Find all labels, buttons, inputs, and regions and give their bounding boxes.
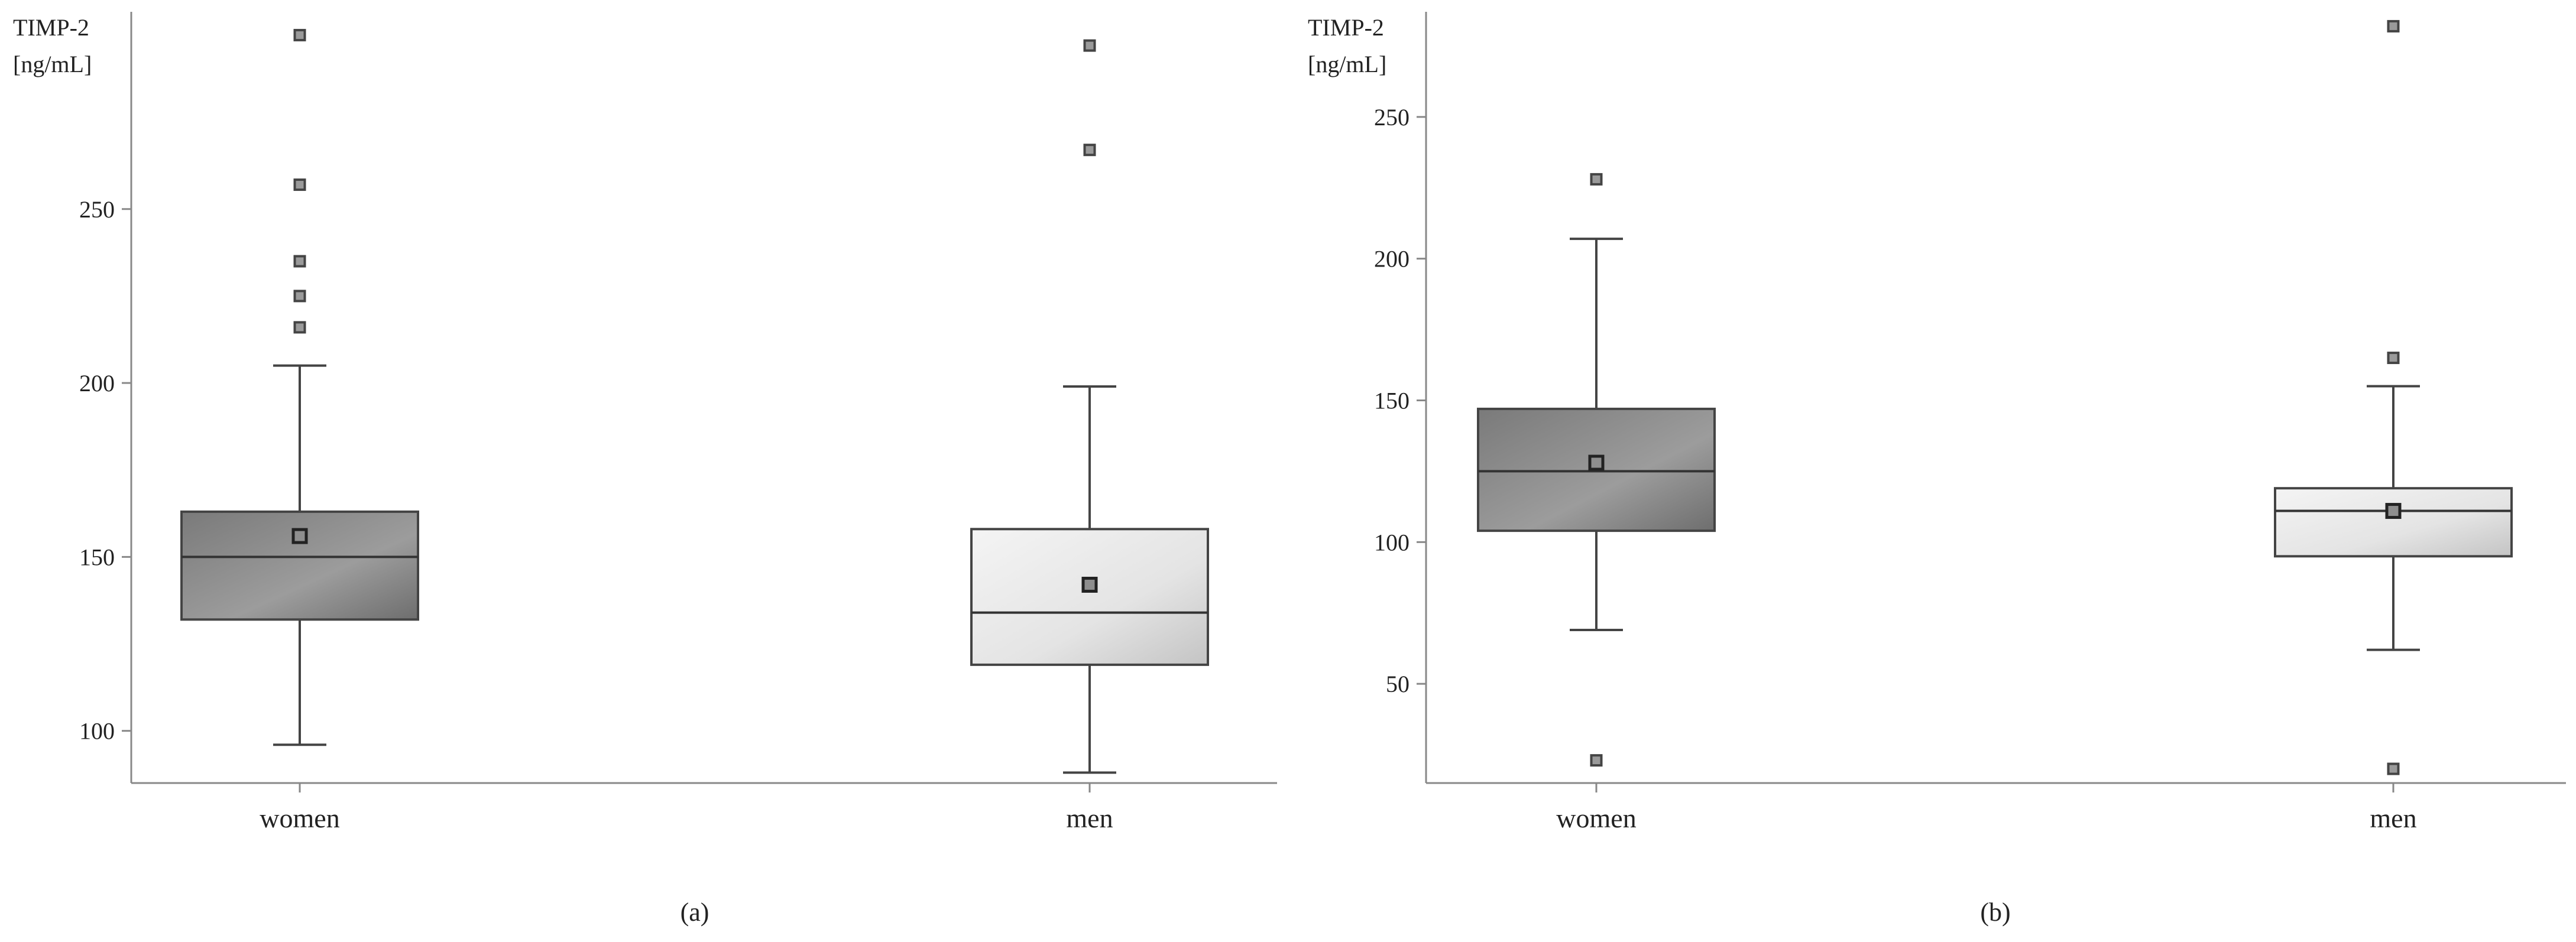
panel-b-category-women: women	[1556, 803, 1636, 833]
panel-a-ytick-label-200: 200	[79, 370, 115, 397]
panel-a-men-outlier-0	[1083, 144, 1096, 157]
panel-b-plot: 50 100 150 200 250	[1374, 12, 2566, 792]
panel-a-ytick-label-100: 100	[79, 718, 115, 745]
panel-a-women-outlier-2	[293, 255, 306, 268]
panel-b-ylabel-line2: [ng/mL]	[1308, 51, 1386, 77]
panel-b-women-outlier-0	[1590, 754, 1603, 767]
panel-b-men-outlier-0	[2387, 762, 2400, 775]
panel-b-ytick-label-50: 50	[1386, 671, 1409, 697]
panel-b-ytick-label-100: 100	[1374, 529, 1409, 556]
panel-a-plot: 100 150 200 250	[79, 12, 1277, 792]
panel-b-label: (b)	[1980, 898, 2010, 927]
panel-a-women-mean	[291, 528, 308, 544]
panel-a-category-men: men	[1066, 803, 1113, 833]
panel-a-women-outlier-4	[293, 28, 306, 41]
panel-a-men-mean	[1081, 576, 1098, 593]
panel-a-category-women: women	[260, 803, 339, 833]
panel-a-label: (a)	[681, 898, 709, 927]
panel-a-women-box	[180, 510, 419, 621]
panel-b-ylabel-line1: TIMP-2	[1308, 14, 1384, 41]
panel-b-men-outlier-1	[2387, 352, 2400, 365]
panel-b-ytick-label-150: 150	[1374, 388, 1409, 414]
panel-b-men-box	[2274, 487, 2513, 558]
panel-b-men-outlier-2	[2387, 20, 2400, 33]
panel-b-women-outlier-1	[1590, 173, 1603, 186]
panel-b-ytick-label-200: 200	[1374, 246, 1409, 272]
panel-a-women-outlier-1	[293, 290, 306, 303]
panel-a-men-outlier-1	[1083, 39, 1096, 52]
panel-a-ytick-label-150: 150	[79, 544, 115, 570]
panel-a-men-box	[970, 528, 1209, 666]
panel-b-category-men: men	[2370, 803, 2416, 833]
panel-a-women-outlier-3	[293, 178, 306, 191]
panel-a-ytick-label-250: 250	[79, 196, 115, 223]
panel-b-women-mean	[1588, 454, 1605, 471]
panel-b-ytick-label-250: 250	[1374, 104, 1409, 131]
panel-a-women-outlier-0	[293, 321, 306, 334]
panel-a-ylabel-line1: TIMP-2	[13, 14, 89, 41]
panel-a-ylabel-line2: [ng/mL]	[13, 51, 92, 77]
panel-a: 100 150 200 250 TIMP-2 [ng/mL] women men (a…	[13, 12, 1277, 927]
panel-b-men-mean	[2385, 503, 2402, 519]
